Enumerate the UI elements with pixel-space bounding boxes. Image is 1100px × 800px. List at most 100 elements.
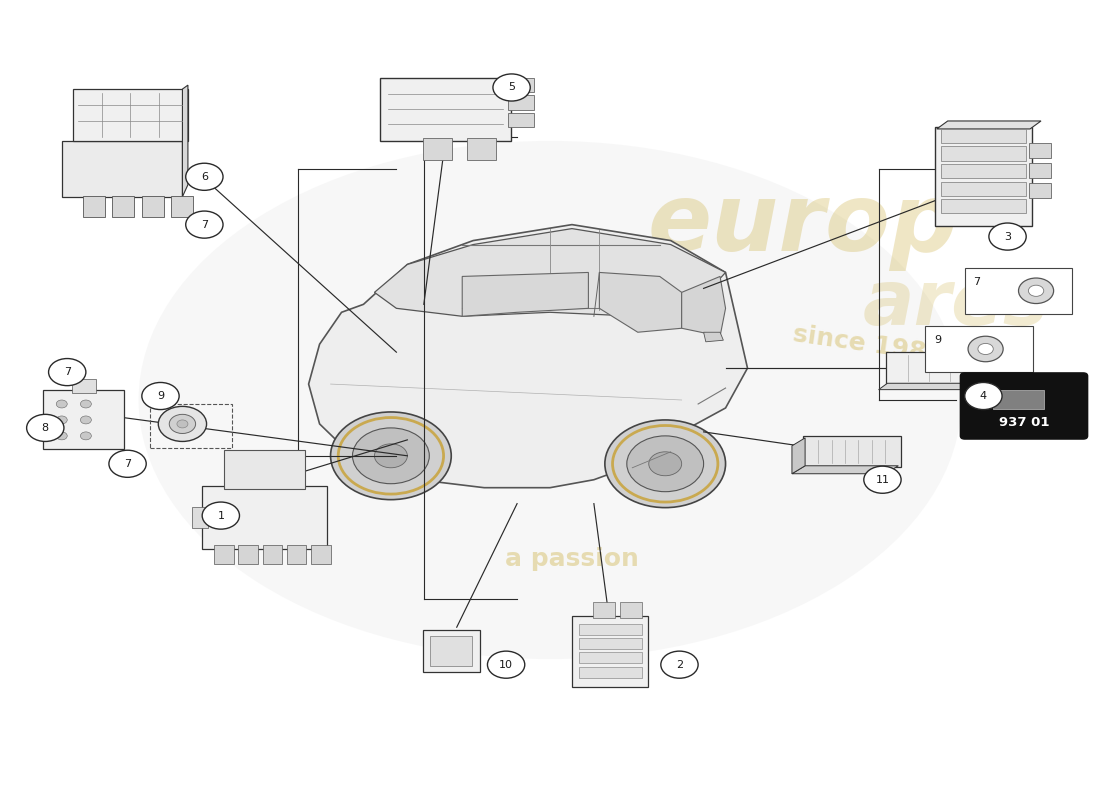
Circle shape <box>968 336 1003 362</box>
Circle shape <box>661 651 698 678</box>
Text: 2: 2 <box>675 660 683 670</box>
Circle shape <box>487 651 525 678</box>
FancyBboxPatch shape <box>112 196 134 218</box>
Text: ares: ares <box>862 267 1049 342</box>
Text: 5: 5 <box>508 82 515 93</box>
FancyBboxPatch shape <box>942 164 1025 178</box>
FancyBboxPatch shape <box>579 624 641 634</box>
Text: 11: 11 <box>876 474 890 485</box>
Circle shape <box>864 466 901 494</box>
FancyBboxPatch shape <box>43 390 124 450</box>
Polygon shape <box>62 141 183 197</box>
FancyBboxPatch shape <box>803 436 901 467</box>
FancyBboxPatch shape <box>572 616 648 686</box>
Circle shape <box>965 382 1002 410</box>
FancyBboxPatch shape <box>142 196 164 218</box>
Circle shape <box>177 420 188 428</box>
Polygon shape <box>374 229 726 316</box>
FancyBboxPatch shape <box>579 638 641 649</box>
FancyBboxPatch shape <box>579 666 641 678</box>
Text: europ: europ <box>647 178 958 270</box>
Circle shape <box>978 343 993 354</box>
FancyBboxPatch shape <box>960 373 1088 439</box>
FancyBboxPatch shape <box>620 602 642 618</box>
Circle shape <box>649 452 682 476</box>
Circle shape <box>186 163 223 190</box>
Circle shape <box>169 414 196 434</box>
Text: 7: 7 <box>201 220 208 230</box>
Polygon shape <box>309 225 748 488</box>
Text: a passion: a passion <box>505 547 639 571</box>
FancyBboxPatch shape <box>993 390 1044 409</box>
FancyBboxPatch shape <box>381 78 512 141</box>
FancyBboxPatch shape <box>224 450 306 490</box>
FancyBboxPatch shape <box>508 95 535 110</box>
Circle shape <box>202 502 240 529</box>
FancyBboxPatch shape <box>1028 163 1050 178</box>
FancyBboxPatch shape <box>942 199 1025 214</box>
FancyBboxPatch shape <box>942 146 1025 161</box>
Bar <box>925 326 1033 372</box>
Text: 7: 7 <box>64 367 70 377</box>
Polygon shape <box>462 273 588 316</box>
FancyBboxPatch shape <box>508 78 535 92</box>
FancyBboxPatch shape <box>942 129 1025 143</box>
Text: 10: 10 <box>499 660 513 670</box>
Text: 3: 3 <box>1004 231 1011 242</box>
FancyBboxPatch shape <box>593 602 615 618</box>
FancyBboxPatch shape <box>82 196 104 218</box>
Polygon shape <box>600 273 682 332</box>
FancyBboxPatch shape <box>214 545 234 564</box>
Bar <box>965 268 1072 314</box>
Text: 4: 4 <box>980 391 987 401</box>
Polygon shape <box>183 85 188 197</box>
Text: 9: 9 <box>934 335 942 346</box>
FancyBboxPatch shape <box>422 630 480 672</box>
Circle shape <box>80 416 91 424</box>
FancyBboxPatch shape <box>422 138 452 160</box>
Text: 7: 7 <box>974 278 981 287</box>
Circle shape <box>627 436 704 492</box>
Circle shape <box>109 450 146 478</box>
Text: 937 01: 937 01 <box>999 416 1049 429</box>
Polygon shape <box>73 89 188 141</box>
Circle shape <box>605 420 726 508</box>
FancyBboxPatch shape <box>935 127 1032 226</box>
FancyBboxPatch shape <box>263 545 283 564</box>
Circle shape <box>26 414 64 442</box>
Circle shape <box>142 382 179 410</box>
Text: since 1985: since 1985 <box>792 322 945 366</box>
Circle shape <box>331 412 451 500</box>
FancyBboxPatch shape <box>1028 183 1050 198</box>
Text: 6: 6 <box>201 172 208 182</box>
Circle shape <box>56 400 67 408</box>
FancyBboxPatch shape <box>1028 143 1050 158</box>
Circle shape <box>48 358 86 386</box>
FancyBboxPatch shape <box>980 351 998 369</box>
Polygon shape <box>682 277 726 336</box>
Circle shape <box>374 444 407 468</box>
Circle shape <box>1028 286 1044 296</box>
Circle shape <box>158 406 207 442</box>
FancyBboxPatch shape <box>287 545 307 564</box>
FancyBboxPatch shape <box>579 652 641 663</box>
FancyBboxPatch shape <box>430 636 472 666</box>
FancyBboxPatch shape <box>508 113 535 127</box>
Text: 9: 9 <box>157 391 164 401</box>
Bar <box>150 404 232 448</box>
FancyBboxPatch shape <box>942 182 1025 196</box>
Ellipse shape <box>139 141 961 659</box>
Polygon shape <box>792 438 805 474</box>
Circle shape <box>989 223 1026 250</box>
Text: 8: 8 <box>42 423 48 433</box>
Circle shape <box>80 400 91 408</box>
Circle shape <box>56 432 67 440</box>
FancyBboxPatch shape <box>172 196 194 218</box>
Circle shape <box>1019 278 1054 303</box>
FancyBboxPatch shape <box>72 379 96 393</box>
Text: 7: 7 <box>124 458 131 469</box>
Polygon shape <box>792 466 899 474</box>
Circle shape <box>80 432 91 440</box>
Circle shape <box>352 428 429 484</box>
FancyBboxPatch shape <box>239 545 258 564</box>
